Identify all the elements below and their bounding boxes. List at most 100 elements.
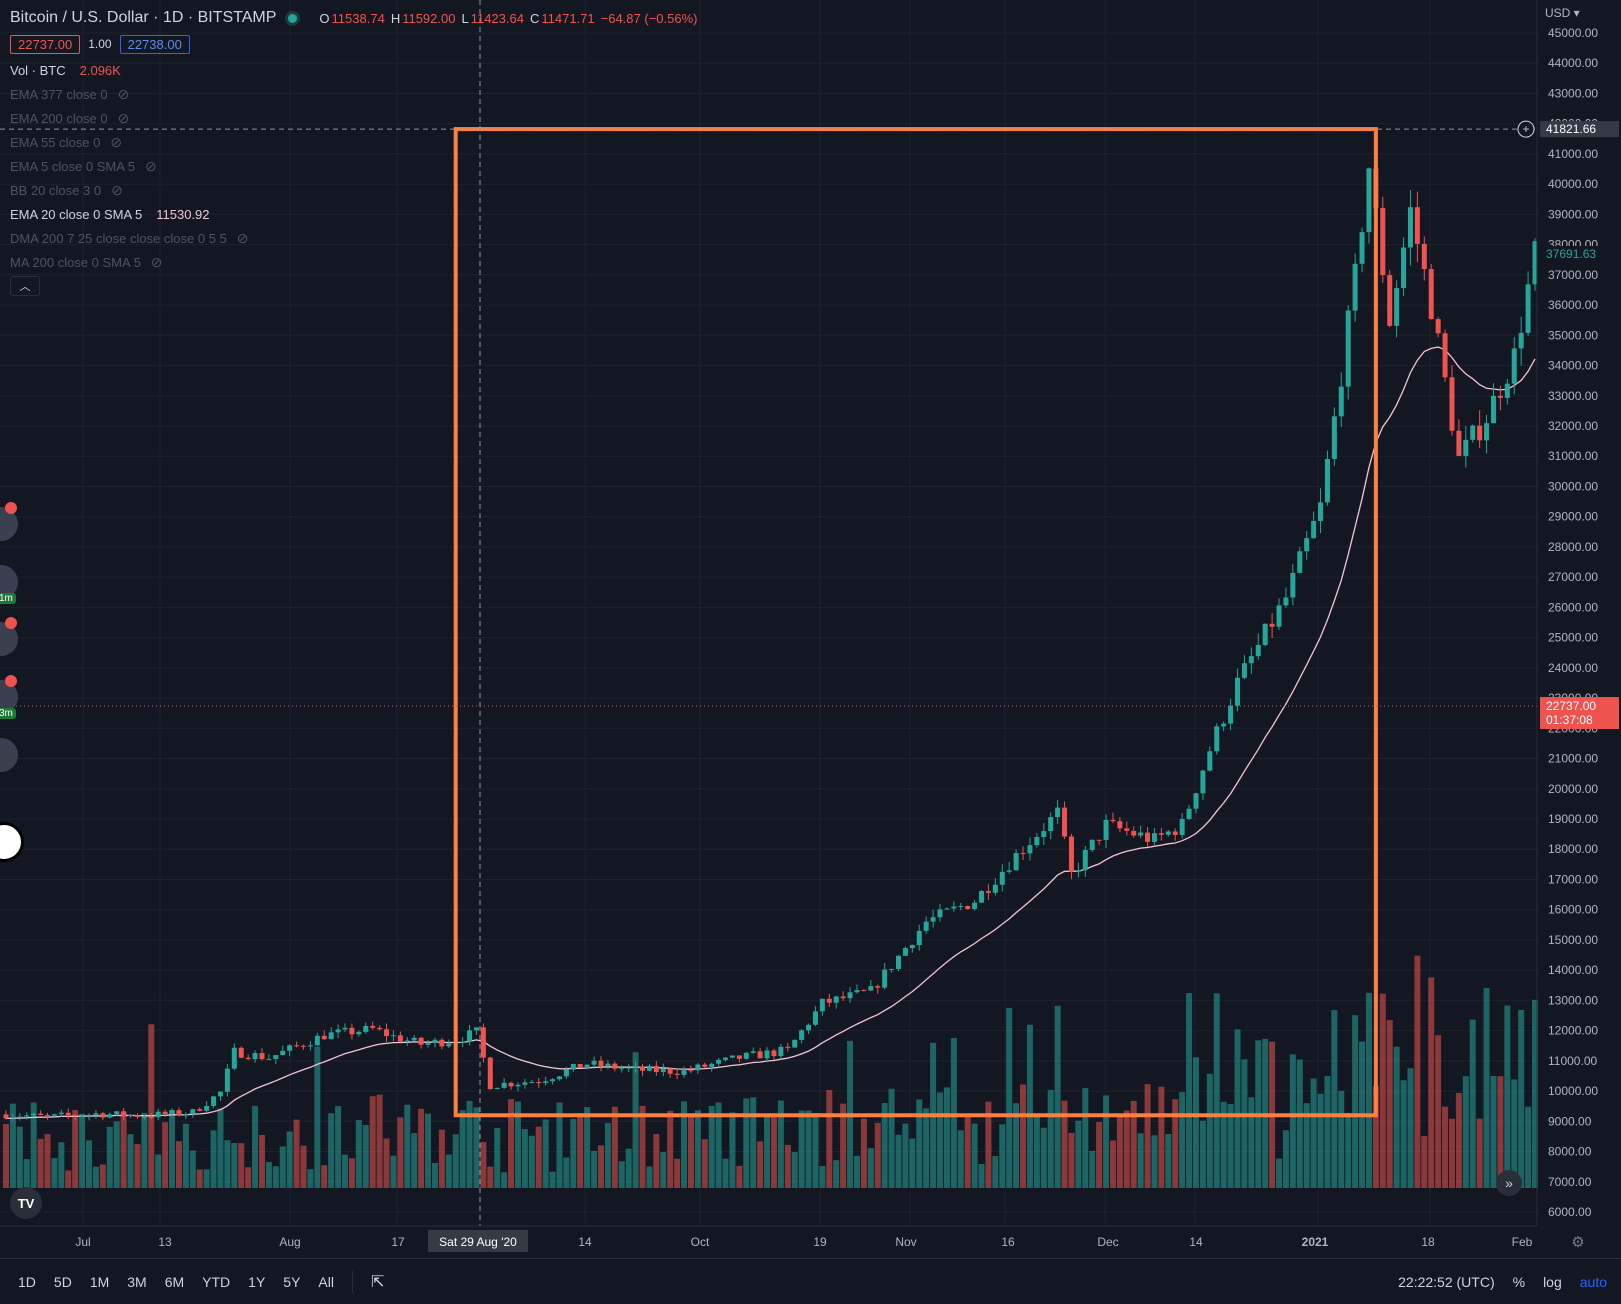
symbol-title[interactable]: Bitcoin / U.S. Dollar · 1D · BITSTAMP <box>10 9 277 26</box>
candle-body <box>1338 386 1344 417</box>
candle-body <box>1006 870 1012 872</box>
indicator-row[interactable]: MA 200 close 0 SMA 5 ⊘ <box>10 250 697 274</box>
scroll-to-latest-button[interactable] <box>1496 1170 1522 1196</box>
candle-body <box>985 891 991 893</box>
timeframe-button[interactable]: 1M <box>89 1273 110 1290</box>
volume-bar <box>639 1105 646 1188</box>
volume-bar <box>653 1134 660 1188</box>
volume-bar <box>902 1123 909 1188</box>
volume-bar <box>362 1124 369 1188</box>
current-price-tag-bg <box>1540 697 1619 730</box>
crosshair-price-label: 41821.66 <box>1546 122 1596 136</box>
indicator-row[interactable]: EMA 20 close 0 SMA 5 11530.92 <box>10 202 697 226</box>
volume-bar <box>307 1169 314 1188</box>
indicator-row[interactable]: EMA 55 close 0 ⊘ <box>10 130 697 154</box>
close-value: 11471.71 <box>541 10 595 26</box>
candle-body <box>598 1060 604 1067</box>
volume-bar <box>148 1024 155 1188</box>
volume-bar <box>279 1146 286 1188</box>
collapse-legend-button[interactable]: ︿ <box>10 276 40 296</box>
volume-bar <box>1075 1120 1082 1188</box>
auto-toggle[interactable]: auto <box>1579 1273 1607 1290</box>
volume-bar <box>1317 1093 1324 1188</box>
volume-bar <box>106 1126 113 1188</box>
timeframe-button[interactable]: 1Y <box>248 1273 266 1290</box>
candle-body <box>923 921 929 931</box>
eye-hidden-icon[interactable]: ⊘ <box>145 157 157 174</box>
volume-bar <box>120 1112 127 1188</box>
candle-body <box>515 1084 521 1087</box>
current-price-label: 22737.00 <box>1546 699 1596 713</box>
timeframe-button[interactable]: All <box>318 1273 334 1290</box>
eye-hidden-icon[interactable]: ⊘ <box>117 85 130 102</box>
candle-body <box>723 1057 729 1060</box>
avatar[interactable] <box>0 680 18 714</box>
currency-selector[interactable]: USD ▾ <box>1545 6 1580 20</box>
candle-body <box>1449 377 1455 431</box>
volume-bar <box>770 1116 777 1188</box>
timeframe-button[interactable]: 1D <box>18 1273 36 1290</box>
eye-hidden-icon[interactable]: ⊘ <box>110 133 123 150</box>
volume-bar <box>1483 988 1490 1188</box>
settings-gear-icon[interactable]: ⚙ <box>1571 1234 1584 1251</box>
candle-body <box>1179 818 1185 836</box>
timeframe-button[interactable]: 3M <box>127 1273 147 1290</box>
candle-body <box>1145 832 1151 842</box>
candle-body <box>121 1111 127 1117</box>
volume-bar <box>1421 1136 1428 1188</box>
indicator-row[interactable]: Vol · BTC 2.096K <box>10 58 697 82</box>
candle-body <box>1013 853 1019 871</box>
log-toggle[interactable]: log <box>1543 1273 1562 1290</box>
eye-hidden-icon[interactable]: ⊘ <box>111 181 123 198</box>
indicator-label: BB 20 close 3 0 <box>10 182 102 198</box>
volume-bar <box>487 1166 494 1188</box>
candle-body <box>501 1082 507 1088</box>
candle-body <box>1366 168 1372 233</box>
timeframe-button[interactable]: YTD <box>202 1273 231 1290</box>
eye-hidden-icon[interactable]: ⊘ <box>236 229 249 246</box>
candle-body <box>460 1041 466 1043</box>
timeframe-button[interactable]: 5D <box>53 1273 72 1290</box>
timeframe-button[interactable]: 5Y <box>283 1273 301 1290</box>
add-alert-icon[interactable] <box>1517 120 1535 138</box>
percent-toggle[interactable]: % <box>1512 1273 1526 1290</box>
eye-hidden-icon[interactable]: ⊘ <box>117 109 130 126</box>
volume-bar <box>328 1113 335 1188</box>
candle-body <box>1186 808 1192 819</box>
candle-body <box>128 1114 134 1117</box>
avatar[interactable] <box>0 507 18 541</box>
candle-body <box>273 1055 279 1060</box>
indicator-row[interactable]: BB 20 close 3 0 ⊘ <box>10 178 697 202</box>
candle-body <box>1255 644 1261 657</box>
candle-body <box>1124 828 1130 831</box>
avatar[interactable] <box>0 622 18 656</box>
indicator-row[interactable]: EMA 377 close 0 ⊘ <box>10 82 697 106</box>
candle-body <box>861 990 867 992</box>
buy-price-button[interactable]: 22738.00 <box>119 34 190 54</box>
candle-body <box>45 1114 51 1116</box>
volume-bar <box>611 1106 618 1188</box>
indicator-row[interactable]: DMA 200 7 25 close close close 0 5 5 ⊘ <box>10 226 697 250</box>
volume-bar <box>238 1143 245 1188</box>
volume-bar <box>210 1130 217 1188</box>
volume-bar <box>708 1105 715 1188</box>
timeframe-button[interactable]: 6M <box>164 1273 185 1290</box>
volume-bar <box>127 1134 134 1188</box>
eye-hidden-icon[interactable]: ⊘ <box>150 253 163 270</box>
sell-price-button[interactable]: 22737.00 <box>10 34 81 54</box>
volume-bar <box>3 1123 9 1188</box>
volume-bar <box>597 1145 604 1188</box>
indicator-row[interactable]: EMA 5 close 0 SMA 5 ⊘ <box>10 154 697 178</box>
avatar[interactable] <box>0 738 18 772</box>
clock[interactable]: 22:22:52 (UTC) <box>1398 1273 1495 1290</box>
price-tick-label: 25000.00 <box>1548 631 1598 645</box>
candle-body <box>1276 605 1282 627</box>
volume-bar <box>1026 1024 1033 1188</box>
avatar[interactable] <box>0 565 18 599</box>
low-label: L <box>461 10 469 26</box>
indicator-row[interactable]: EMA 200 close 0 ⊘ <box>10 106 697 130</box>
candle-body <box>833 996 839 1003</box>
date-range-icon[interactable]: ⇱ <box>370 1273 385 1291</box>
price-tick-label: 28000.00 <box>1548 540 1598 554</box>
